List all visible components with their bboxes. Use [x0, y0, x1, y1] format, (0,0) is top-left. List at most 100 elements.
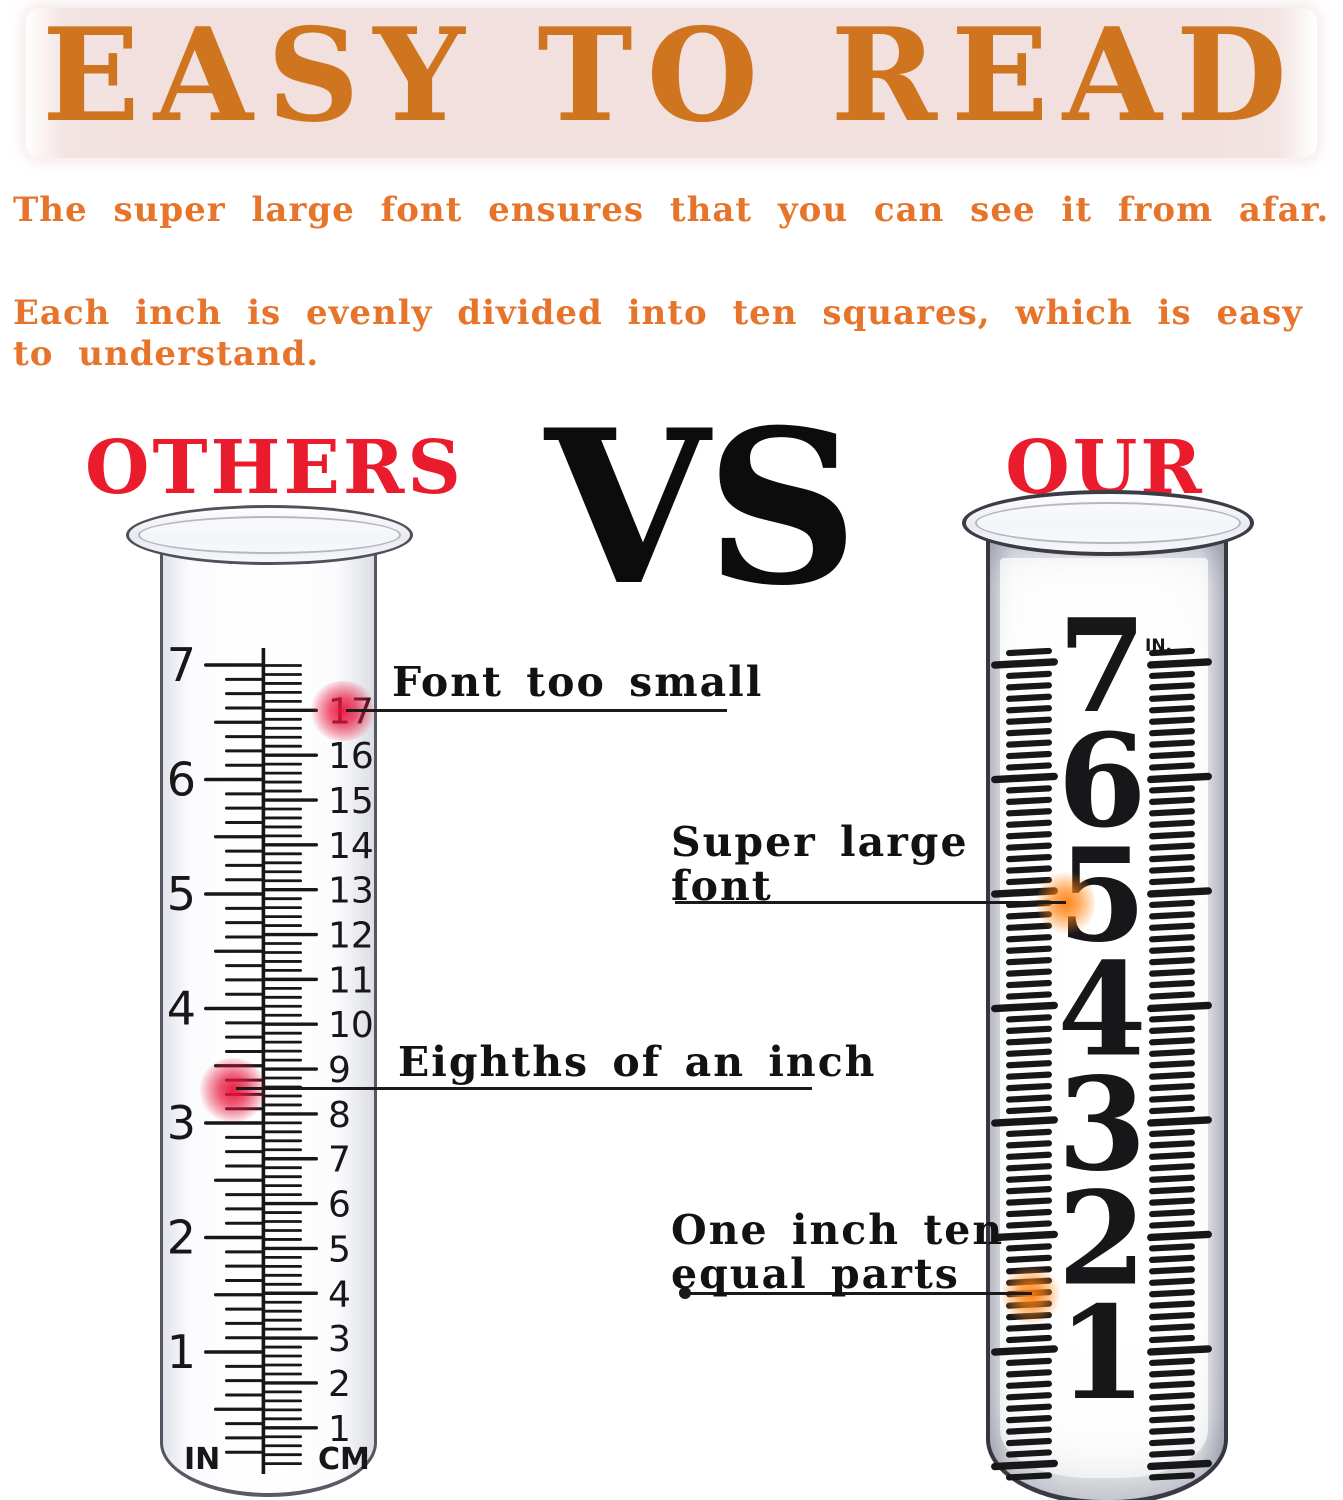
eighth-inch-tick	[225, 1307, 263, 1311]
tenth-tick	[1006, 1014, 1052, 1023]
tenth-tick	[1006, 1380, 1052, 1389]
tenth-tick	[1149, 1025, 1195, 1034]
mm-tick	[264, 995, 302, 999]
large-inch-number-halo: 7	[1057, 592, 1146, 742]
eighth-inch-tick	[225, 1035, 263, 1039]
mm-tick	[264, 879, 302, 883]
tenth-tick	[1006, 842, 1052, 851]
tenth-tick	[1149, 842, 1195, 851]
mm-tick	[264, 1354, 302, 1358]
mm-tick	[264, 1193, 302, 1197]
tenth-tick	[1149, 1071, 1195, 1080]
tenth-tick	[1149, 693, 1195, 702]
eighth-inch-tick	[225, 806, 263, 810]
inch-tick	[1147, 1459, 1212, 1471]
tenth-tick	[1149, 1094, 1195, 1103]
cm-tick	[264, 1112, 318, 1116]
eighth-inch-tick	[225, 792, 263, 796]
eighth-inch-tick	[225, 1107, 263, 1111]
cm-tick	[264, 1201, 318, 1206]
tenth-tick	[1149, 979, 1195, 989]
mm-tick	[264, 1273, 302, 1277]
mm-tick	[264, 1175, 302, 1179]
eighth-inch-tick	[225, 863, 263, 867]
cm-number: 1	[328, 1409, 351, 1450]
eighth-inch-tick	[225, 978, 263, 982]
cm-tick	[264, 1336, 318, 1340]
cm-unit-label: CM	[318, 1442, 370, 1477]
intro-paragraph-2: Each inch is evenly divided into ten squ…	[13, 293, 1339, 375]
tenth-tick	[1006, 957, 1052, 966]
tenth-tick	[1006, 1449, 1052, 1458]
cm-tick	[264, 1067, 318, 1071]
large-inch-number: 7	[1057, 592, 1146, 742]
tenth-tick	[1149, 1082, 1195, 1092]
mm-tick	[264, 744, 302, 748]
tenth-tick	[1006, 1266, 1052, 1275]
tenth-tick	[1006, 1277, 1052, 1286]
tenth-tick	[1006, 1357, 1052, 1367]
mm-tick	[264, 1300, 302, 1304]
others-label: OTHERS	[85, 425, 464, 511]
cm-number: 10	[328, 1005, 374, 1046]
eighth-inch-tick	[225, 706, 263, 710]
tenth-tick	[1149, 819, 1195, 828]
tenth-tick	[1006, 647, 1052, 657]
cm-tick	[264, 1291, 318, 1295]
tenth-tick	[1149, 1060, 1195, 1069]
large-inch-number: 6	[1057, 707, 1146, 857]
tenth-tick	[1149, 968, 1195, 977]
mm-tick	[264, 1363, 302, 1367]
eighth-inch-tick	[225, 1250, 263, 1254]
mm-tick	[264, 1444, 302, 1448]
mm-tick	[264, 1309, 302, 1313]
cm-number: 3	[328, 1319, 351, 1360]
tenth-tick	[1149, 762, 1195, 771]
mm-tick	[264, 1166, 302, 1170]
callout-one-inch-parts-line-2: equal parts	[671, 1250, 960, 1298]
tenth-tick	[1149, 1186, 1195, 1195]
eighth-inch-tick	[225, 763, 263, 767]
leader-line-eighths	[236, 1087, 812, 1090]
tenth-tick	[1149, 1220, 1195, 1229]
tenth-tick	[1149, 1357, 1195, 1367]
eighth-inch-tick	[225, 1021, 263, 1025]
mm-tick	[264, 691, 302, 694]
tenth-tick	[1006, 945, 1052, 954]
tenth-tick	[1149, 1163, 1195, 1172]
inch-tick	[1147, 1116, 1212, 1127]
tenth-tick	[1149, 1208, 1195, 1218]
mm-tick	[264, 960, 302, 963]
large-inch-number-halo: 2	[1057, 1165, 1146, 1315]
half-inch-tick	[214, 1064, 263, 1068]
page-title: EASY TO READ	[42, 1, 1301, 151]
eighth-inch-tick	[225, 1092, 263, 1096]
tenth-tick	[1149, 911, 1195, 920]
tenth-tick	[1006, 682, 1052, 691]
mm-tick	[264, 1094, 302, 1098]
cm-tick	[264, 1246, 318, 1251]
tenth-tick	[1006, 796, 1052, 805]
mm-tick	[264, 1184, 302, 1188]
cm-number: 13	[328, 871, 374, 912]
inch-tick	[204, 1235, 263, 1240]
tenth-tick	[1006, 1105, 1052, 1115]
large-inch-number-halo: 3	[1057, 1050, 1146, 1200]
leader-line-super-large-font	[675, 901, 1066, 904]
mm-tick	[264, 1220, 302, 1223]
eighth-inch-tick	[225, 1150, 263, 1154]
mm-tick	[264, 1318, 302, 1322]
tenth-tick	[1149, 1014, 1195, 1023]
tenth-tick	[1149, 1174, 1195, 1183]
mm-tick	[264, 942, 302, 945]
cm-number: 8	[328, 1095, 351, 1136]
vs-label: VS	[545, 383, 859, 632]
tenth-tick	[1006, 750, 1052, 760]
cm-number: 6	[328, 1185, 351, 1226]
tenth-tick	[1006, 853, 1052, 863]
tenth-tick	[1006, 1208, 1052, 1218]
tenth-tick	[1006, 808, 1052, 817]
tenth-tick	[1006, 762, 1052, 771]
tenth-tick	[1149, 853, 1195, 863]
tenth-tick	[1149, 934, 1195, 943]
